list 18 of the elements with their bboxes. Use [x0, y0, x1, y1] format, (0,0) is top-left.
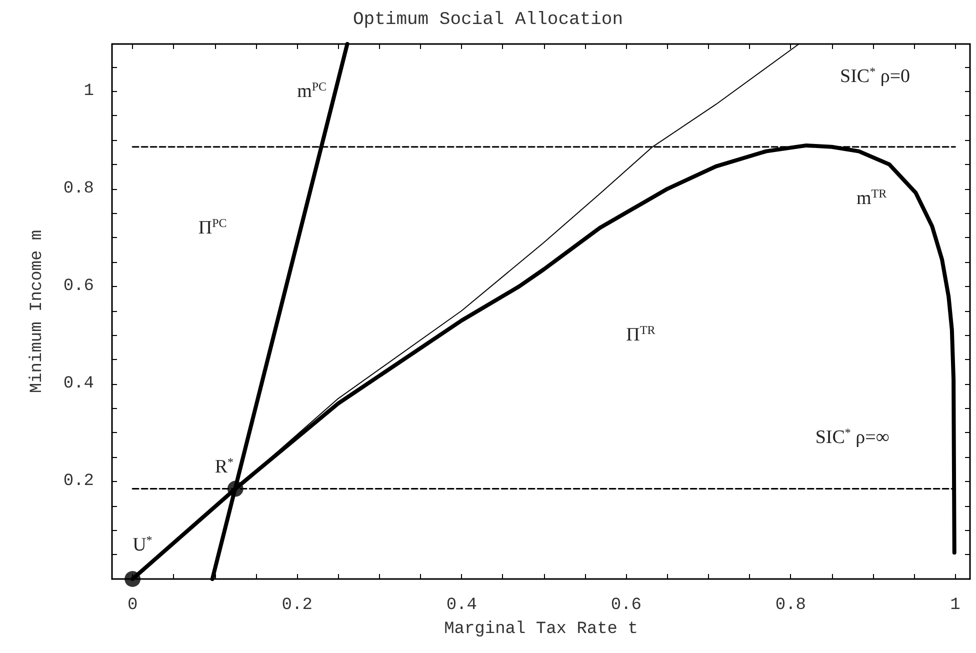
annotation: R*: [214, 454, 234, 478]
annotation: SIC* ρ=0: [840, 64, 910, 88]
y-tick-label: 0.8: [63, 179, 94, 198]
y-tick-label: 0.2: [63, 472, 94, 491]
x-tick-label: 0.6: [610, 596, 642, 615]
x-tick-label: 1: [950, 596, 960, 615]
annotation: U*: [132, 532, 152, 556]
x-axis-title: Marginal Tax Rate t: [444, 620, 638, 639]
y-axis-title: Minimum Income m: [28, 230, 47, 394]
y-tick-label: 0.6: [63, 276, 94, 296]
x-tick-label: 0.4: [446, 596, 477, 615]
y-tick-label: 0.4: [63, 374, 94, 394]
y-tick-label: 1: [84, 82, 94, 101]
annotation: SIC* ρ=∞: [815, 426, 890, 448]
chart-title: Optimum Social Allocation: [352, 10, 624, 30]
x-tick-label: 0.8: [775, 596, 806, 615]
x-tick-label: 0.2: [282, 596, 312, 615]
x-tick-label: 0: [127, 596, 138, 615]
